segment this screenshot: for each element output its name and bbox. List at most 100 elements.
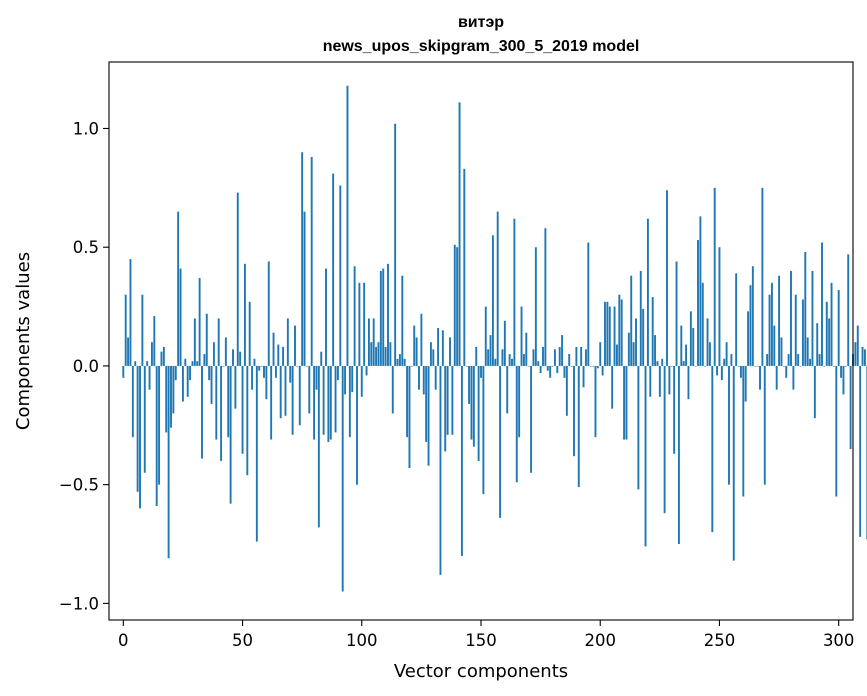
bar	[286, 318, 289, 366]
bar	[604, 301, 606, 366]
bar	[844, 365, 847, 367]
bar	[253, 358, 256, 366]
bar	[439, 365, 442, 575]
bar	[685, 344, 688, 366]
bar	[167, 365, 170, 559]
bar	[556, 365, 559, 374]
bar	[530, 365, 533, 473]
bar	[508, 354, 511, 366]
bar	[294, 325, 296, 366]
bar	[732, 365, 735, 561]
bar	[272, 332, 275, 366]
bar	[804, 251, 807, 366]
bar	[673, 365, 676, 454]
bars-group	[122, 85, 867, 592]
bar	[146, 361, 149, 366]
bar	[666, 190, 668, 366]
bar	[580, 346, 583, 366]
bar	[136, 365, 139, 492]
bar	[749, 285, 752, 366]
bar	[506, 365, 509, 414]
bar	[549, 365, 552, 378]
bar	[561, 335, 564, 366]
x-axis-ticks: 0 50 100 150 200 250 300	[118, 620, 854, 650]
bar	[282, 346, 285, 366]
chart-title: витэр	[458, 14, 504, 31]
bar	[346, 85, 349, 366]
bar	[792, 365, 795, 390]
bar	[341, 365, 344, 592]
bar	[415, 337, 418, 366]
bar	[348, 365, 351, 438]
bar	[453, 244, 456, 366]
bar	[372, 318, 375, 366]
bar	[441, 330, 444, 366]
bar	[546, 365, 549, 371]
bar	[274, 365, 277, 378]
bar	[856, 325, 859, 366]
bar	[816, 323, 819, 366]
bar	[551, 365, 554, 367]
y-tick-label: 1.0	[73, 119, 99, 138]
bar	[565, 365, 568, 416]
bar	[718, 247, 721, 366]
bar	[573, 365, 575, 457]
bar	[174, 365, 177, 381]
bar	[680, 325, 683, 366]
bar	[222, 365, 225, 367]
bar	[670, 365, 673, 367]
bar	[227, 365, 230, 438]
bar	[744, 365, 747, 402]
bar	[828, 318, 831, 366]
bar	[358, 282, 361, 366]
bar	[503, 320, 506, 366]
bar	[477, 365, 480, 461]
bar	[537, 361, 540, 366]
bar	[761, 187, 764, 366]
x-tick-label: 200	[584, 631, 616, 650]
bar	[861, 346, 864, 366]
bar	[592, 365, 595, 367]
bar	[263, 365, 265, 378]
bar	[539, 365, 542, 374]
bar	[382, 268, 385, 366]
bar	[675, 261, 678, 366]
bar	[141, 294, 144, 366]
y-tick-label: −0.5	[59, 476, 99, 495]
y-axis-ticks: −1.0 −0.5 0.0 0.5 1.0	[59, 119, 109, 613]
bar	[754, 365, 757, 367]
bar	[687, 365, 690, 400]
bar	[370, 342, 373, 366]
bar	[150, 342, 153, 366]
bar	[365, 365, 368, 376]
bar	[496, 211, 499, 366]
bar	[232, 349, 234, 366]
bar	[542, 346, 544, 366]
bar	[236, 192, 239, 366]
bar	[456, 247, 459, 366]
bar	[217, 318, 220, 366]
bar	[494, 358, 497, 366]
bar	[487, 349, 490, 366]
bar	[205, 313, 208, 366]
bar	[747, 311, 750, 366]
x-tick-label: 250	[704, 631, 736, 650]
y-tick-label: −1.0	[59, 594, 99, 613]
bar	[367, 318, 370, 366]
bar	[198, 278, 201, 366]
bar	[642, 308, 645, 366]
bar	[420, 313, 423, 366]
bar	[186, 365, 189, 397]
bar	[716, 365, 719, 376]
bar	[379, 270, 382, 366]
bar	[403, 358, 406, 366]
bar	[637, 365, 640, 490]
x-tick-label: 50	[232, 631, 253, 650]
bar	[155, 365, 158, 507]
bar	[458, 102, 461, 366]
bar	[625, 365, 628, 440]
bar	[713, 187, 716, 366]
bar	[606, 301, 609, 366]
x-tick-label: 0	[118, 631, 129, 650]
bar	[189, 365, 192, 381]
